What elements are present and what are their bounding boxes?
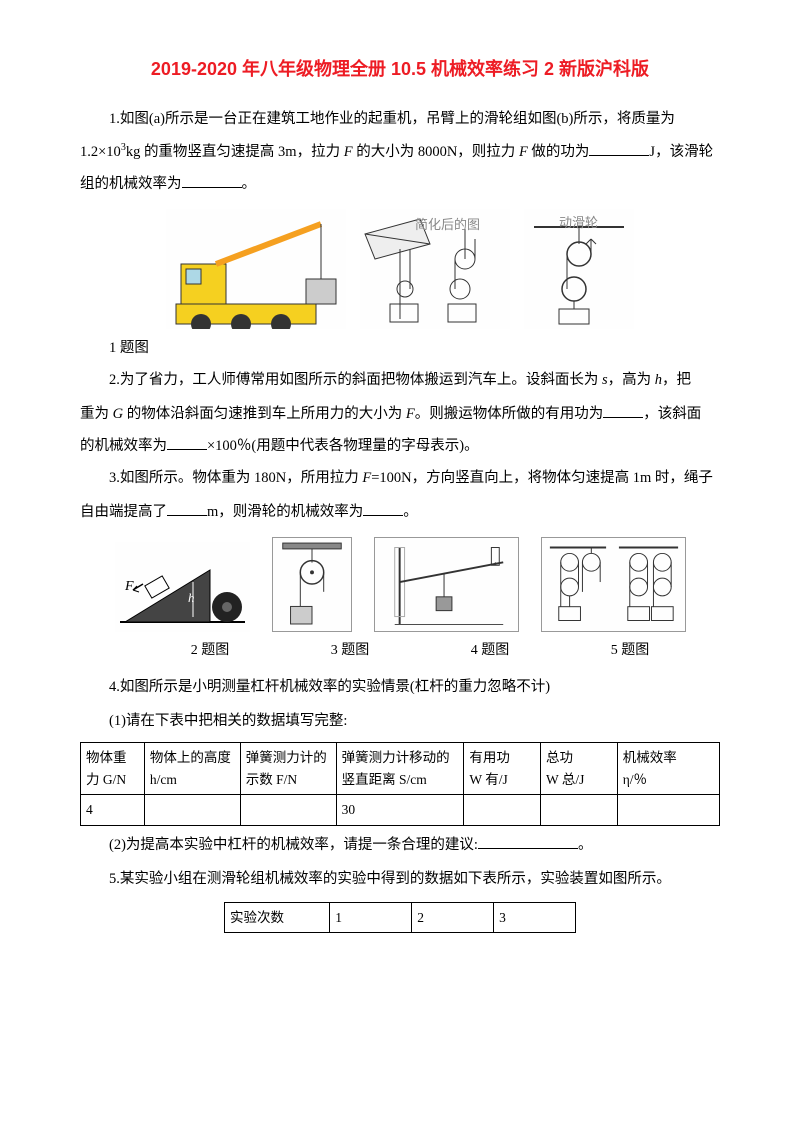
var-F3: F <box>406 406 415 422</box>
q1-work: 做的功为 <box>531 144 589 160</box>
q3-l2a: 自由端提高了 <box>80 504 167 520</box>
lever-image <box>374 537 519 632</box>
row2-captions: 2 题图 3 题图 4 题图 5 题图 <box>80 636 720 667</box>
cap4: 4 题图 <box>471 636 510 667</box>
pulley-simplified: 简化后的图 <box>360 209 510 329</box>
table1-header: 物体重力 G/N 物体上的高度 h/cm 弹簧测力计的示数 F/N 弹簧测力计移… <box>81 743 720 795</box>
q2-line2: 重为 G 的物体沿斜面匀速推到车上所用力的大小为 F。则搬运物体所做的有用功为 ，… <box>80 399 720 431</box>
q1-caption: 1 题图 <box>80 333 720 365</box>
page-title: 2019-2020 年八年级物理全册 10.5 机械效率练习 2 新版沪科版 <box>80 50 720 90</box>
t2-c3: 3 <box>494 902 576 933</box>
blank-suggest <box>478 833 578 849</box>
q4-sub2: (2)为提高本实验中杠杆的机械效率，请提一条合理的建议: 。 <box>80 830 720 862</box>
q2-l1a: 2.为了省力，工人师傅常用如图所示的斜面把物体搬运到汽车上。设斜面长为 <box>109 372 602 388</box>
q3-l1b: =100N，方向竖直向上，将物体匀速提高 1m 时，绳子 <box>371 470 713 486</box>
pulley-moving: 动滑轮 <box>524 209 634 329</box>
var-h: h <box>655 372 662 388</box>
td-Wu <box>464 795 541 826</box>
pulley-q3-image <box>272 537 352 632</box>
table1-row: 4 30 <box>81 795 720 826</box>
th-G: 物体重力 G/N <box>81 743 145 795</box>
th-Wu: 有用功W 有/J <box>464 743 541 795</box>
th-h: 物体上的高度 h/cm <box>144 743 240 795</box>
blank-eff3 <box>363 500 403 516</box>
q2-l2a: 重为 <box>80 406 113 422</box>
var-F2: F <box>519 144 531 160</box>
th-F: 弹簧测力计的示数 F/N <box>240 743 336 795</box>
q2-l2c: 。则搬运物体所做的有用功为 <box>415 406 604 422</box>
q4-s2a: (2)为提高本实验中杠杆的机械效率，请提一条合理的建议: <box>109 837 478 853</box>
svg-text:F: F <box>124 579 134 594</box>
cap3: 3 题图 <box>331 636 370 667</box>
q1-l3a: 组的机械效率为 <box>80 176 182 192</box>
q3-l2b: m，则滑轮的机械效率为 <box>207 504 363 520</box>
th-S: 弹簧测力计移动的竖直距离 S/cm <box>336 743 464 795</box>
q4-s2b: 。 <box>578 837 593 853</box>
q5-line: 5.某实验小组在测滑轮组机械效率的实验中得到的数据如下表所示，实验装置如图所示。 <box>80 864 720 896</box>
td-h <box>144 795 240 826</box>
q2-l2b: 的物体沿斜面匀速推到车上所用力的大小为 <box>127 406 406 422</box>
th-Wt: 总功W 总/J <box>541 743 618 795</box>
q2-line1: 2.为了省力，工人师傅常用如图所示的斜面把物体搬运到汽车上。设斜面长为 s，高为… <box>80 365 720 397</box>
td-Wt <box>541 795 618 826</box>
t2-c1: 1 <box>330 902 412 933</box>
table2: 实验次数 1 2 3 <box>224 902 576 934</box>
q1-mass-a: 1.2×10 <box>80 144 121 160</box>
q1-l3end: 。 <box>242 176 257 192</box>
q1-images: 简化后的图 动滑轮 <box>80 209 720 329</box>
td-S: 30 <box>336 795 464 826</box>
annot-simplified: 简化后的图 <box>415 211 480 240</box>
svg-text:h: h <box>188 590 195 605</box>
q3-line1: 3.如图所示。物体重为 180N，所用拉力 F=100N，方向竖直向上，将物体匀… <box>80 463 720 495</box>
q1-mid: 的大小为 8000N，则拉力 <box>356 144 519 160</box>
cap2: 2 题图 <box>191 636 230 667</box>
table2-row: 实验次数 1 2 3 <box>225 902 576 933</box>
th-eta: 机械效率η/％ <box>617 743 719 795</box>
blank-eff <box>182 172 242 188</box>
incline-image: F h <box>115 542 250 632</box>
q2-l1c: ，把 <box>662 372 691 388</box>
blank-work <box>589 141 649 157</box>
q2-l2d: ，该斜面 <box>643 406 701 422</box>
q3-line2: 自由端提高了 m，则滑轮的机械效率为 。 <box>80 497 720 529</box>
var-G: G <box>113 406 127 422</box>
td-eta <box>617 795 719 826</box>
q4-line1: 4.如图所示是小明测量杠杆机械效率的实验情景(杠杆的重力忽略不计) <box>80 672 720 704</box>
q1-line3: 组的机械效率为 。 <box>80 169 720 201</box>
var-F1: F <box>344 144 356 160</box>
q3-l1a: 3.如图所示。物体重为 180N，所用拉力 <box>109 470 362 486</box>
q4-sub1: (1)请在下表中把相关的数据填写完整: <box>80 706 720 738</box>
annot-moving: 动滑轮 <box>559 209 598 238</box>
q3-l2c: 。 <box>403 504 418 520</box>
q2-l3b: ×100％(用题中代表各物理量的字母表示)。 <box>207 438 479 454</box>
q2-l1b: ，高为 <box>608 372 655 388</box>
t2-c2: 2 <box>412 902 494 933</box>
td-F <box>240 795 336 826</box>
blank-useful <box>603 402 643 418</box>
q1-end: J，该滑轮 <box>649 144 713 160</box>
cap5: 5 题图 <box>611 636 650 667</box>
q2-l3a: 的机械效率为 <box>80 438 167 454</box>
table1: 物体重力 G/N 物体上的高度 h/cm 弹簧测力计的示数 F/N 弹簧测力计移… <box>80 742 720 826</box>
var-F4: F <box>362 470 371 486</box>
t2-h: 实验次数 <box>225 902 330 933</box>
crane-image <box>166 209 346 329</box>
td-G: 4 <box>81 795 145 826</box>
q1-mass-b: kg 的重物竖直匀速提高 3m，拉力 <box>126 144 344 160</box>
blank-height <box>167 500 207 516</box>
q2-line3: 的机械效率为 ×100％(用题中代表各物理量的字母表示)。 <box>80 431 720 463</box>
row2-images: F h <box>80 537 720 632</box>
q1-line1: 1.如图(a)所示是一台正在建筑工地作业的起重机，吊臂上的滑轮组如图(b)所示，… <box>80 104 720 136</box>
blank-eff2 <box>167 434 207 450</box>
pulley-groups-image <box>541 537 686 632</box>
q1-line2: 1.2×103kg 的重物竖直匀速提高 3m，拉力 F 的大小为 8000N，则… <box>80 137 720 169</box>
